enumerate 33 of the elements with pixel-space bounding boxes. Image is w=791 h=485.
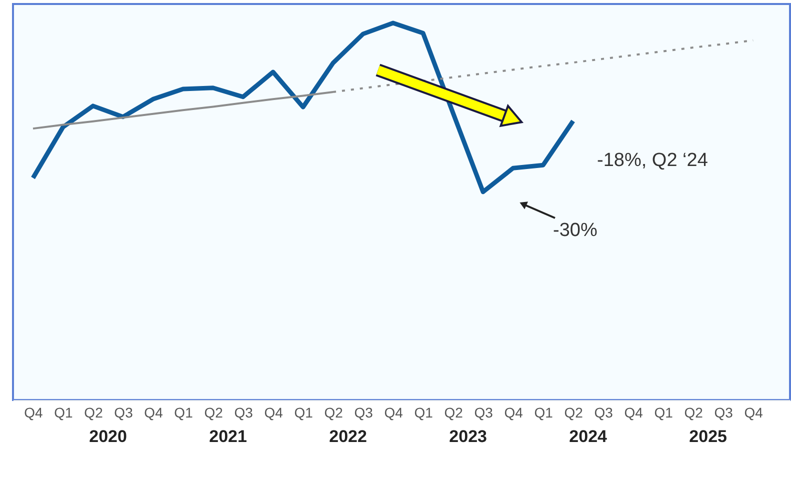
x-tick-label: Q3: [594, 404, 614, 420]
x-tick-label: Q4: [624, 404, 644, 420]
x-tick-label: Q3: [714, 404, 734, 420]
x-tick-label: Q4: [24, 404, 44, 420]
x-tick-label: Q1: [54, 404, 74, 420]
x-tick-label: Q3: [474, 404, 494, 420]
x-tick-label: Q2: [324, 404, 344, 420]
text: 2025: [689, 427, 728, 446]
x-tick-label: Q4: [264, 404, 284, 420]
x-tick-label: Q1: [414, 404, 434, 420]
x-tick-label: Q2: [84, 404, 104, 420]
x-tick-label: Q2: [564, 404, 584, 420]
x-tick-label: Q2: [444, 404, 464, 420]
x-tick-label: Q4: [504, 404, 524, 420]
x-tick-label: Q4: [744, 404, 764, 420]
text: 2023: [449, 427, 487, 446]
annotation: -30%: [553, 220, 598, 241]
text: 2020: [89, 427, 127, 446]
x-tick-label: Q3: [354, 404, 374, 420]
x-tick-label: Q4: [384, 404, 404, 420]
x-tick-label: Q2: [204, 404, 224, 420]
x-tick-label: Q3: [114, 404, 134, 420]
x-tick-label: Q4: [144, 404, 164, 420]
annotation: -18%, Q2 ‘24: [597, 150, 708, 171]
text: 2021: [209, 427, 247, 446]
text: 2024: [569, 427, 608, 446]
x-tick-label: Q1: [654, 404, 674, 420]
x-tick-label: Q1: [174, 404, 194, 420]
x-tick-label: Q1: [294, 404, 314, 420]
x-tick-label: Q2: [684, 404, 704, 420]
x-tick-label: Q3: [234, 404, 254, 420]
text: 2022: [329, 427, 367, 446]
x-tick-label: Q1: [534, 404, 554, 420]
